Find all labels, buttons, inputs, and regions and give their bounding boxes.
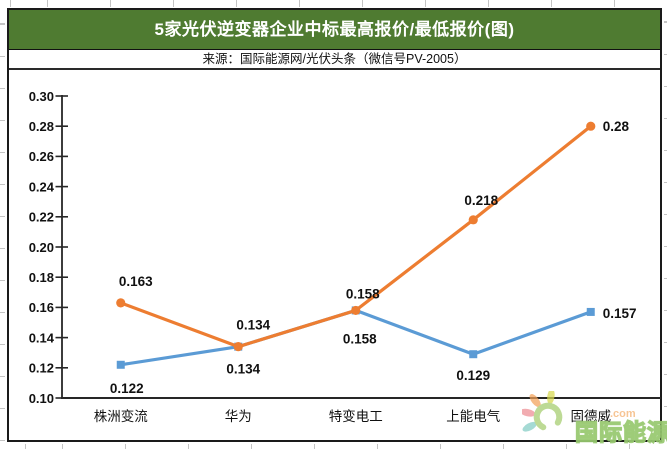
sheet-gridline-ticks-right: [664, 0, 667, 449]
sheet-gridline-ticks-top: [0, 0, 667, 7]
sheet-gridline-ticks-left: [0, 0, 5, 449]
source-caption: 来源：国际能源网/光伏头条（微信号PV-2005）: [9, 50, 660, 70]
chart-card: 5家光伏逆变器企业中标最高报价/最低报价(图) 来源：国际能源网/光伏头条（微信…: [7, 8, 662, 442]
sheet-gridline-ticks-bottom: [0, 444, 667, 449]
chart-title: 5家光伏逆变器企业中标最高报价/最低报价(图): [9, 10, 660, 50]
chart-plot-background: [9, 70, 660, 440]
